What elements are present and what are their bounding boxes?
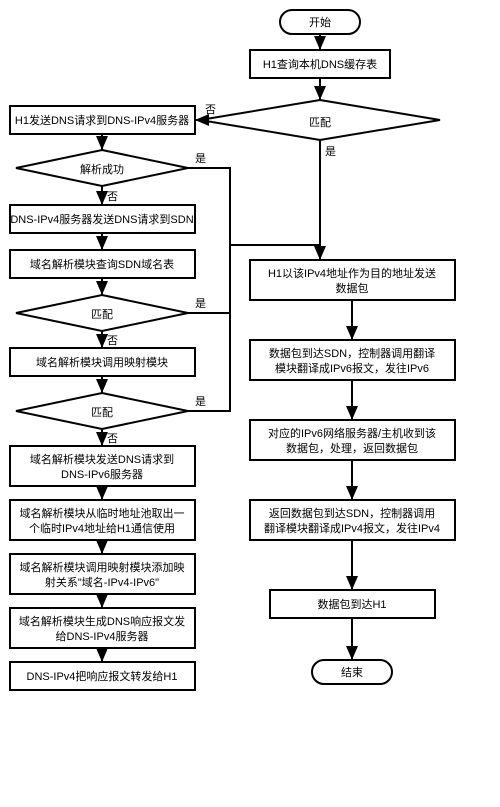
n9-label-1: 域名解析模块生成DNS响应报文发 [19, 614, 185, 628]
edge [188, 168, 320, 245]
d4-no-label: 否 [107, 433, 118, 445]
d2-label: 解析成功 [80, 162, 124, 176]
node-start: 开始 [280, 10, 360, 34]
node-d2: 解析成功 [16, 150, 188, 186]
r1-label-1: H1以该IPv4地址作为目的地址发送 [268, 266, 436, 280]
node-n10: DNS-IPv4把响应报文转发给H1 [10, 662, 195, 690]
d1-label: 匹配 [309, 116, 331, 129]
n4-label: 域名解析模块查询SDN域名表 [30, 257, 174, 271]
n6-label-2: DNS-IPv6服务器 [61, 468, 143, 481]
r2-label-1: 数据包到达SDN，控制器调用翻译 [269, 346, 435, 360]
d4-yes-label: 是 [195, 395, 206, 408]
node-d1: 匹配 [200, 100, 440, 140]
node-n1: H1查询本机DNS缓存表 [250, 50, 390, 78]
node-n7: 域名解析模块从临时地址池取出一 个临时IPv4地址给H1通信使用 [10, 500, 195, 540]
n6-label-1: 域名解析模块发送DNS请求到 [30, 452, 174, 466]
n2-label: H1发送DNS请求到DNS-IPv4服务器 [15, 113, 189, 127]
flowchart-canvas: 开始 H1查询本机DNS缓存表 匹配 否 是 H1发送DNS请求到DNS-IPv… [0, 0, 500, 807]
n3-label: DNS-IPv4服务器发送DNS请求到SDN [10, 212, 193, 226]
r1-label-2: 数据包 [336, 281, 369, 295]
node-n8: 域名解析模块调用映射模块添加映 射关系"域名-IPv4-IPv6" [10, 554, 195, 594]
n8-label-1: 域名解析模块调用映射模块添加映 [20, 560, 185, 574]
d4-label: 匹配 [91, 406, 113, 419]
n1-label: H1查询本机DNS缓存表 [263, 57, 377, 71]
n7-label-1: 域名解析模块从临时地址池取出一 [20, 506, 185, 520]
node-r1: H1以该IPv4地址作为目的地址发送 数据包 [250, 260, 455, 300]
node-n9: 域名解析模块生成DNS响应报文发 给DNS-IPv4服务器 [10, 608, 195, 648]
r3-label-2: 数据包，处理，返回数据包 [286, 441, 418, 455]
d3-label: 匹配 [91, 308, 113, 321]
node-d3: 匹配 [16, 295, 188, 331]
start-label: 开始 [309, 15, 331, 29]
node-n2: H1发送DNS请求到DNS-IPv4服务器 [10, 106, 195, 134]
r4-label-1: 返回数据包到达SDN，控制器调用 [269, 506, 435, 520]
node-r3: 对应的IPv6网络服务器/主机收到该 数据包，处理，返回数据包 [250, 420, 455, 460]
d3-no-label: 否 [107, 335, 118, 347]
r4-label-2: 翻译模块翻译成IPv4报文，发往IPv4 [264, 521, 440, 535]
n7-label-2: 个临时IPv4地址给H1通信使用 [29, 521, 175, 535]
n9-label-2: 给DNS-IPv4服务器 [56, 630, 149, 643]
node-d4: 匹配 [16, 393, 188, 429]
d2-yes-label: 是 [195, 152, 206, 165]
r2-label-2: 模块翻译成IPv6报文，发往IPv6 [275, 361, 429, 375]
node-n6: 域名解析模块发送DNS请求到 DNS-IPv6服务器 [10, 446, 195, 486]
r3-label-1: 对应的IPv6网络服务器/主机收到该 [268, 426, 436, 440]
node-r2: 数据包到达SDN，控制器调用翻译 模块翻译成IPv6报文，发往IPv6 [250, 340, 455, 380]
end-label: 结束 [341, 666, 363, 679]
node-end: 结束 [312, 660, 392, 684]
n8-label-2: 射关系"域名-IPv4-IPv6" [45, 575, 159, 589]
d1-yes-label: 是 [325, 145, 336, 158]
node-n5: 域名解析模块调用映射模块 [10, 348, 195, 376]
node-n3: DNS-IPv4服务器发送DNS请求到SDN [10, 205, 195, 233]
d1-no-label: 否 [205, 104, 216, 116]
d2-no-label: 否 [107, 191, 118, 203]
r5-label: 数据包到达H1 [317, 597, 386, 611]
node-r5: 数据包到达H1 [270, 590, 435, 618]
d3-yes-label: 是 [195, 297, 206, 310]
node-n4: 域名解析模块查询SDN域名表 [10, 250, 195, 278]
node-r4: 返回数据包到达SDN，控制器调用 翻译模块翻译成IPv4报文，发往IPv4 [250, 500, 455, 540]
n5-label: 域名解析模块调用映射模块 [36, 355, 168, 369]
n10-label: DNS-IPv4把响应报文转发给H1 [27, 669, 178, 683]
